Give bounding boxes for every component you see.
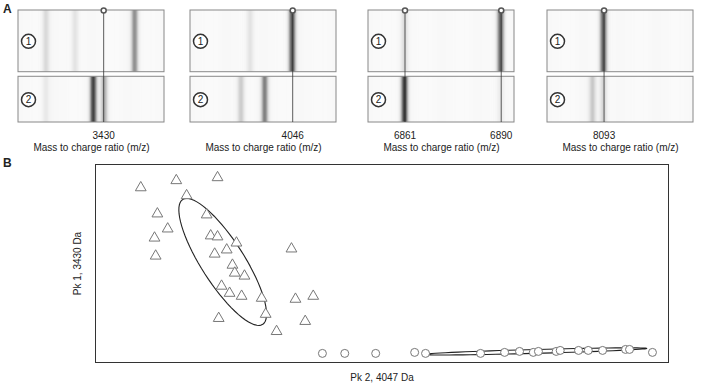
svg-text:6890: 6890 bbox=[490, 130, 513, 141]
svg-text:Mass to charge ratio (m/z): Mass to charge ratio (m/z) bbox=[33, 142, 149, 153]
svg-text:2: 2 bbox=[555, 94, 561, 105]
svg-text:8093: 8093 bbox=[593, 130, 616, 141]
svg-text:1: 1 bbox=[376, 36, 382, 47]
svg-text:1: 1 bbox=[198, 36, 204, 47]
svg-text:2: 2 bbox=[198, 94, 204, 105]
svg-text:6861: 6861 bbox=[394, 130, 417, 141]
svg-text:Mass to charge ratio (m/z): Mass to charge ratio (m/z) bbox=[562, 142, 678, 153]
html-text:B: B bbox=[3, 156, 12, 170]
svg-text:Pk 1, 3430 Da: Pk 1, 3430 Da bbox=[72, 231, 83, 295]
svg-text:3430: 3430 bbox=[93, 130, 116, 141]
html-text:A: A bbox=[3, 2, 12, 16]
svg-text:1: 1 bbox=[26, 36, 32, 47]
svg-text:4046: 4046 bbox=[282, 130, 305, 141]
svg-text:2: 2 bbox=[26, 94, 32, 105]
svg-text:Mass to charge ratio (m/z): Mass to charge ratio (m/z) bbox=[383, 142, 499, 153]
svg-text:Mass to charge ratio (m/z): Mass to charge ratio (m/z) bbox=[205, 142, 321, 153]
svg-text:1: 1 bbox=[555, 36, 561, 47]
svg-text:2: 2 bbox=[376, 94, 382, 105]
svg-text:Pk 2, 4047 Da: Pk 2, 4047 Da bbox=[350, 372, 414, 383]
